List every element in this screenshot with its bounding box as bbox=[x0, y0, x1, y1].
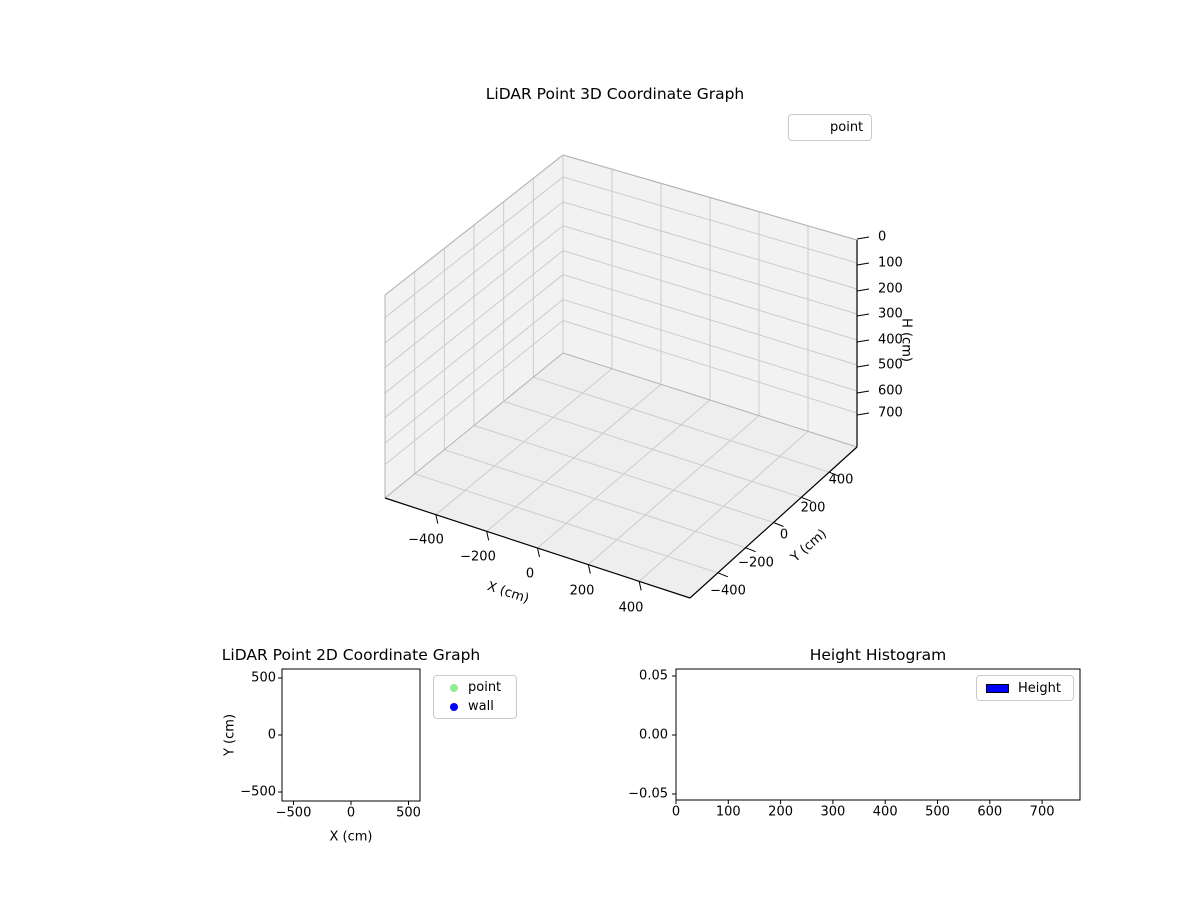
legend-entry-point: point bbox=[798, 120, 864, 135]
plot-2d-legend: point wall bbox=[433, 675, 517, 719]
tick-label: 100 bbox=[715, 804, 741, 820]
legend-entry-wall: wall bbox=[443, 699, 507, 714]
tick-label: 700 bbox=[1029, 804, 1055, 820]
plot-2d-ylabel: Y (cm) bbox=[222, 713, 238, 757]
tick-label: 500 bbox=[925, 804, 950, 820]
tick-label: 400 bbox=[828, 472, 854, 488]
tick-label: 500 bbox=[396, 805, 421, 821]
plot-3d-zlabel: H (cm) bbox=[898, 318, 914, 362]
tick-label: −200 bbox=[460, 549, 496, 565]
tick-label: 0 bbox=[878, 229, 887, 245]
legend-label-point: point bbox=[468, 680, 502, 695]
tick-label: −200 bbox=[738, 555, 774, 571]
plot-2d-axes bbox=[278, 668, 421, 805]
plot-3d-axes bbox=[384, 154, 870, 599]
plot-2d-xlabel: X (cm) bbox=[329, 829, 373, 845]
tick-label: 0 bbox=[525, 566, 535, 582]
legend-entry-height: Height bbox=[986, 681, 1064, 696]
tick-label: 300 bbox=[878, 306, 903, 322]
tick-label: 600 bbox=[977, 804, 1003, 820]
tick-label: 0.00 bbox=[639, 727, 668, 743]
tick-label: −500 bbox=[275, 805, 312, 821]
tick-label: 400 bbox=[618, 600, 644, 616]
tick-label: 400 bbox=[878, 332, 903, 348]
tick-label: 0 bbox=[779, 527, 789, 543]
tick-label: 700 bbox=[878, 405, 903, 421]
tick-label: −500 bbox=[240, 784, 276, 800]
tick-label: −0.05 bbox=[628, 786, 668, 802]
tick-label: 0.05 bbox=[639, 668, 668, 684]
legend-label-wall: wall bbox=[468, 699, 494, 714]
tick-label: 200 bbox=[569, 583, 595, 599]
point-marker-icon bbox=[450, 683, 458, 692]
tick-label: 500 bbox=[878, 357, 903, 373]
tick-label: 200 bbox=[800, 500, 826, 516]
plot-3d-title: LiDAR Point 3D Coordinate Graph bbox=[485, 85, 745, 103]
tick-label: 400 bbox=[872, 804, 898, 820]
tick-label: 0 bbox=[267, 727, 276, 743]
tick-label: 0 bbox=[346, 805, 356, 821]
tick-label: 200 bbox=[878, 281, 903, 297]
tick-label: 500 bbox=[251, 670, 276, 686]
histogram-legend: Height bbox=[976, 675, 1074, 701]
height-swatch-icon bbox=[986, 683, 1009, 693]
legend-entry-point: point bbox=[443, 680, 507, 695]
empty-marker bbox=[798, 124, 822, 132]
tick-label: 200 bbox=[768, 804, 794, 820]
wall-marker-icon bbox=[450, 702, 458, 711]
plot-3d-legend: point bbox=[788, 114, 872, 141]
tick-label: 100 bbox=[878, 255, 903, 271]
tick-label: 0 bbox=[671, 804, 681, 820]
tick-label: 600 bbox=[878, 383, 903, 399]
plot-2d-title: LiDAR Point 2D Coordinate Graph bbox=[221, 646, 481, 664]
legend-label-height: Height bbox=[1018, 680, 1061, 696]
legend-label-point: point bbox=[830, 120, 864, 135]
histogram-title: Height Histogram bbox=[809, 646, 947, 664]
tick-label: −400 bbox=[710, 583, 746, 599]
tick-label: 300 bbox=[820, 804, 846, 820]
tick-label: −400 bbox=[408, 532, 444, 548]
